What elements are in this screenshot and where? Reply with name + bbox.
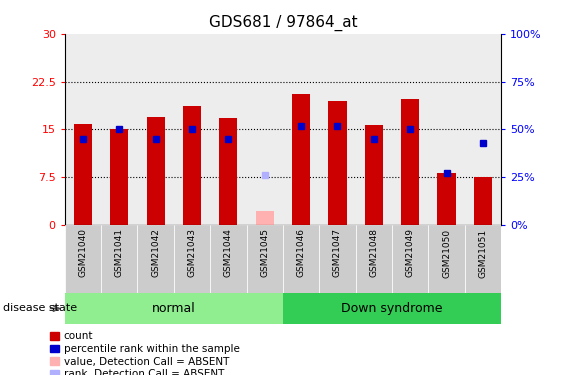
FancyBboxPatch shape [428,225,464,292]
Bar [146,117,165,225]
Bar [356,34,392,225]
Bar [65,34,101,225]
Text: GSM21042: GSM21042 [151,228,160,277]
FancyBboxPatch shape [65,292,283,324]
Bar [256,211,274,225]
Bar [247,34,283,225]
FancyBboxPatch shape [319,225,356,292]
Text: GSM21047: GSM21047 [333,228,342,278]
Text: GSM21040: GSM21040 [78,228,87,278]
Bar [319,34,356,225]
Text: GSM21050: GSM21050 [442,228,451,278]
Bar [365,125,383,225]
FancyBboxPatch shape [210,225,247,292]
Text: GSM21046: GSM21046 [297,228,306,278]
FancyBboxPatch shape [101,225,137,292]
Legend: count, percentile rank within the sample, value, Detection Call = ABSENT, rank, : count, percentile rank within the sample… [50,332,240,375]
Bar [110,129,128,225]
Text: normal: normal [152,302,196,315]
Bar [474,177,492,225]
Bar [328,101,347,225]
Bar [174,34,210,225]
Text: Down syndrome: Down syndrome [341,302,443,315]
FancyBboxPatch shape [174,225,210,292]
Text: disease state: disease state [3,303,77,313]
Text: GSM21048: GSM21048 [369,228,378,278]
Bar [183,106,201,225]
FancyBboxPatch shape [283,225,319,292]
Bar [219,118,238,225]
Bar [401,99,419,225]
Text: GSM21049: GSM21049 [406,228,415,278]
Bar [283,34,319,225]
Bar [437,173,455,225]
Bar [428,34,464,225]
FancyBboxPatch shape [283,292,501,324]
FancyBboxPatch shape [65,225,101,292]
Text: GSM21044: GSM21044 [224,228,233,277]
Bar [210,34,247,225]
Bar [101,34,137,225]
Text: GSM21043: GSM21043 [187,228,196,278]
Bar [292,94,310,225]
Text: GSM21045: GSM21045 [260,228,269,278]
Bar [392,34,428,225]
Bar [464,34,501,225]
FancyBboxPatch shape [464,225,501,292]
Title: GDS681 / 97864_at: GDS681 / 97864_at [209,15,357,31]
FancyBboxPatch shape [392,225,428,292]
Text: GSM21041: GSM21041 [115,228,124,278]
FancyBboxPatch shape [247,225,283,292]
Bar [137,34,174,225]
FancyBboxPatch shape [137,225,174,292]
Text: GSM21051: GSM21051 [479,228,488,278]
FancyBboxPatch shape [356,225,392,292]
Bar [74,124,92,225]
